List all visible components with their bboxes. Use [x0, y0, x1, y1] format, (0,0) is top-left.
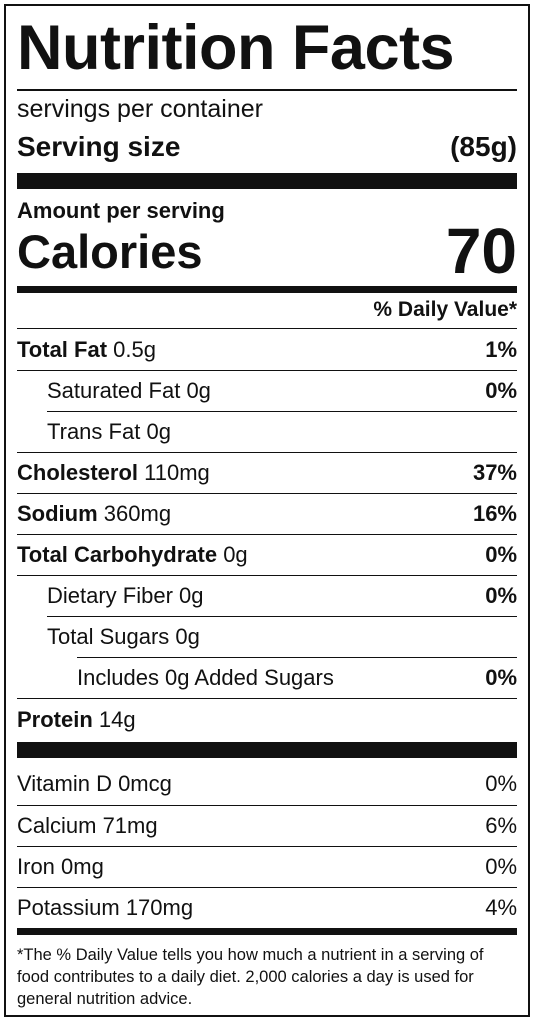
vitamin-label: Vitamin D 0mcg: [17, 771, 172, 796]
nutrient-label: Includes 0g Added Sugars: [77, 665, 334, 691]
nutrient-amount: 0g: [146, 419, 171, 444]
vitamin-label: Iron 0mg: [17, 854, 104, 879]
nutrient-label: Total Carbohydrate 0g: [17, 542, 248, 568]
nutrient-name: Sodium: [17, 501, 98, 526]
nutrition-facts-label: Nutrition Facts servings per container S…: [4, 4, 530, 1017]
serving-size-value: (85g): [450, 131, 517, 162]
title-divider: [17, 89, 517, 91]
nutrient-row-total-fat: Total Fat 0.5g 1%: [17, 330, 517, 370]
servings-per-container: servings per container: [17, 94, 517, 124]
serving-size-row: Serving size (85g): [17, 130, 517, 164]
daily-value-header: % Daily Value*: [17, 296, 517, 324]
label-title: Nutrition Facts: [17, 13, 455, 83]
calories-label: Calories: [17, 224, 203, 278]
nutrient-name: Total Fat: [17, 337, 108, 362]
calories-value: 70: [445, 215, 517, 287]
nutrient-dv: 0%: [485, 542, 517, 567]
footnote-divider: [17, 928, 517, 935]
nutrient-amount: 0g: [175, 624, 200, 649]
calories-row: Calories 70: [17, 215, 517, 287]
servings-text: servings per container: [17, 94, 263, 123]
nutrient-dv: 0%: [485, 583, 517, 608]
nutrient-name: Trans Fat: [47, 419, 141, 444]
vitamin-row-potassium: Potassium 170mg 4%: [17, 888, 517, 928]
row-divider: [17, 534, 517, 535]
nutrient-amount: 0g: [186, 378, 211, 403]
row-divider: [17, 452, 517, 453]
label-content: Nutrition Facts servings per container S…: [17, 6, 517, 1015]
nutrient-label: Sodium 360mg: [17, 501, 171, 527]
nutrient-name: Protein: [17, 707, 93, 732]
nutrient-label: Trans Fat 0g: [47, 419, 171, 445]
nutrient-row-total-carbohydrate: Total Carbohydrate 0g 0%: [17, 535, 517, 575]
vitamin-label: Calcium 71mg: [17, 813, 158, 838]
nutrient-row-cholesterol: Cholesterol 110mg 37%: [17, 453, 517, 493]
vitamin-dv: 4%: [485, 895, 517, 920]
vitamin-dv: 0%: [485, 771, 517, 796]
nutrient-name: Includes 0g Added Sugars: [77, 665, 334, 690]
nutrient-name: Dietary Fiber: [47, 583, 173, 608]
nutrient-row-trans-fat: Trans Fat 0g: [17, 412, 517, 452]
nutrient-label: Saturated Fat 0g: [47, 378, 211, 404]
nutrient-label: Cholesterol 110mg: [17, 460, 210, 486]
nutrient-row-protein: Protein 14g: [17, 700, 517, 740]
nutrient-amount: 110mg: [144, 460, 210, 485]
thick-divider-top: [17, 173, 517, 189]
nutrient-amount: 0g: [179, 583, 204, 608]
nutrient-row-saturated-fat: Saturated Fat 0g 0%: [17, 371, 517, 411]
nutrient-dv: 16%: [472, 501, 517, 526]
nutrient-label: Protein 14g: [17, 707, 136, 733]
nutrient-row-total-sugars: Total Sugars 0g: [17, 617, 517, 657]
row-divider: [17, 846, 517, 847]
vitamin-label: Potassium 170mg: [17, 895, 194, 920]
vitamin-dv: 6%: [485, 813, 517, 838]
nutrient-amount: 14g: [98, 707, 136, 732]
nutrient-label: Dietary Fiber 0g: [47, 583, 204, 609]
vitamin-row-calcium: Calcium 71mg 6%: [17, 806, 517, 846]
thick-divider-bottom: [17, 742, 517, 758]
vitamin-row-vitamin-d: Vitamin D 0mcg 0%: [17, 764, 517, 804]
row-divider: [77, 657, 517, 658]
nutrient-amount: 0.5g: [113, 337, 156, 362]
serving-size-label: Serving size: [17, 131, 181, 162]
amount-per-serving: Amount per serving: [17, 198, 517, 224]
row-divider: [47, 616, 517, 617]
nutrient-dv: 1%: [485, 337, 517, 362]
nutrient-amount: 360mg: [103, 501, 172, 526]
nutrient-row-dietary-fiber: Dietary Fiber 0g 0%: [17, 576, 517, 616]
row-divider: [17, 493, 517, 494]
row-divider: [17, 575, 517, 576]
row-divider: [47, 411, 517, 412]
nutrient-dv: 0%: [485, 665, 517, 690]
row-divider: [17, 698, 517, 699]
nutrient-amount: 0g: [223, 542, 248, 567]
footnote: *The % Daily Value tells you how much a …: [17, 946, 484, 1008]
vitamin-dv: 0%: [485, 854, 517, 879]
nutrient-name: Total Sugars: [47, 624, 170, 649]
nutrient-row-sodium: Sodium 360mg 16%: [17, 494, 517, 534]
row-divider: [17, 328, 517, 329]
row-divider: [17, 887, 517, 888]
nutrient-label: Total Fat 0.5g: [17, 337, 156, 363]
nutrient-dv: 37%: [472, 460, 517, 485]
row-divider: [17, 370, 517, 371]
medium-divider: [17, 286, 517, 293]
nutrient-row-added-sugars: Includes 0g Added Sugars 0%: [17, 658, 517, 698]
nutrient-name: Cholesterol: [17, 460, 139, 485]
row-divider: [17, 805, 517, 806]
amount-per-serving-text: Amount per serving: [17, 198, 225, 223]
daily-value-header-text: % Daily Value*: [373, 298, 517, 321]
nutrient-label: Total Sugars 0g: [47, 624, 200, 650]
vitamin-row-iron: Iron 0mg 0%: [17, 847, 517, 887]
nutrient-name: Total Carbohydrate: [17, 542, 218, 567]
nutrient-dv: 0%: [485, 378, 517, 403]
nutrient-name: Saturated Fat: [47, 378, 181, 403]
